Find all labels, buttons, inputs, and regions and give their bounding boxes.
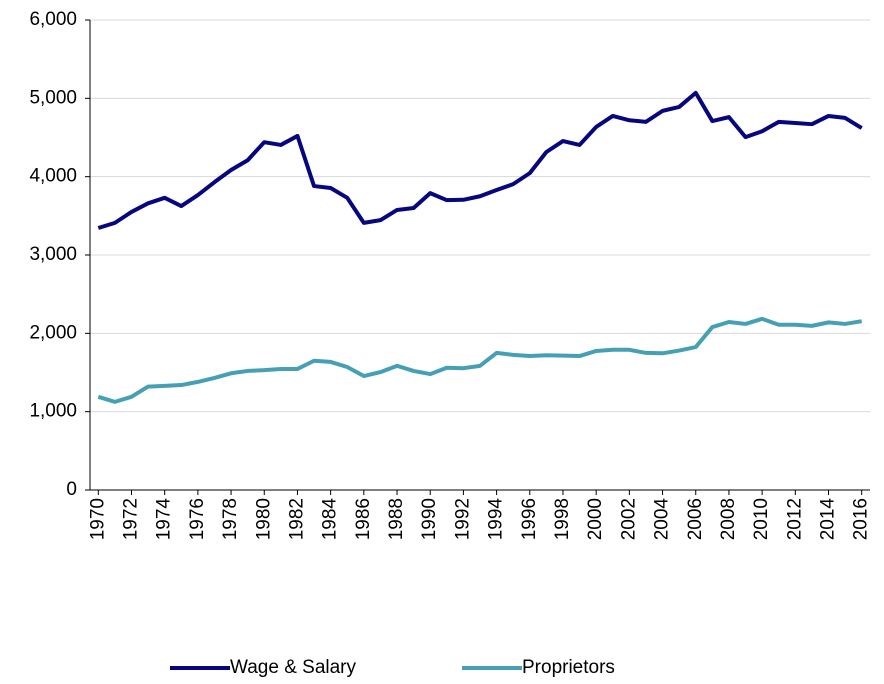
y-tick-label: 5,000 [29,87,77,108]
y-tick-label: 4,000 [29,166,77,187]
x-tick-label: 1978 [220,498,241,540]
x-tick-label: 2012 [784,498,805,540]
y-tick-label: 6,000 [29,9,77,30]
y-tick-label: 2,000 [29,322,77,343]
x-tick-label: 2000 [585,498,606,540]
legend-label: Wage & Salary [230,657,357,678]
x-tick-label: 2010 [751,498,772,540]
x-tick-label: 2014 [818,498,839,541]
x-tick-label: 1988 [386,498,407,540]
y-tick-label: 0 [66,479,77,500]
x-tick-label: 1996 [519,498,540,540]
x-tick-label: 1986 [353,498,374,540]
series-line [97,90,863,230]
x-tick-label: 1976 [187,498,208,540]
x-tick-label: 2006 [685,498,706,540]
x-tick-label: 1984 [320,498,341,541]
x-tick-label: 1992 [452,498,473,540]
x-tick-label: 1990 [419,498,440,540]
x-tick-label: 1970 [87,498,108,540]
x-tick-label: 1974 [154,498,175,541]
x-tick-label: 1998 [552,498,573,540]
y-tick-label: 3,000 [29,244,77,265]
x-tick-label: 2002 [618,498,639,540]
x-tick-label: 1982 [286,498,307,540]
y-tick-label: 1,000 [29,401,77,422]
legend-label: Proprietors [522,657,615,678]
x-tick-label: 1994 [486,498,507,541]
x-tick-label: 2016 [851,498,872,540]
x-tick-label: 2004 [652,498,673,541]
x-tick-label: 1972 [121,498,142,540]
series-line [97,316,863,404]
x-tick-label: 1980 [253,498,274,540]
x-tick-label: 2008 [718,498,739,540]
